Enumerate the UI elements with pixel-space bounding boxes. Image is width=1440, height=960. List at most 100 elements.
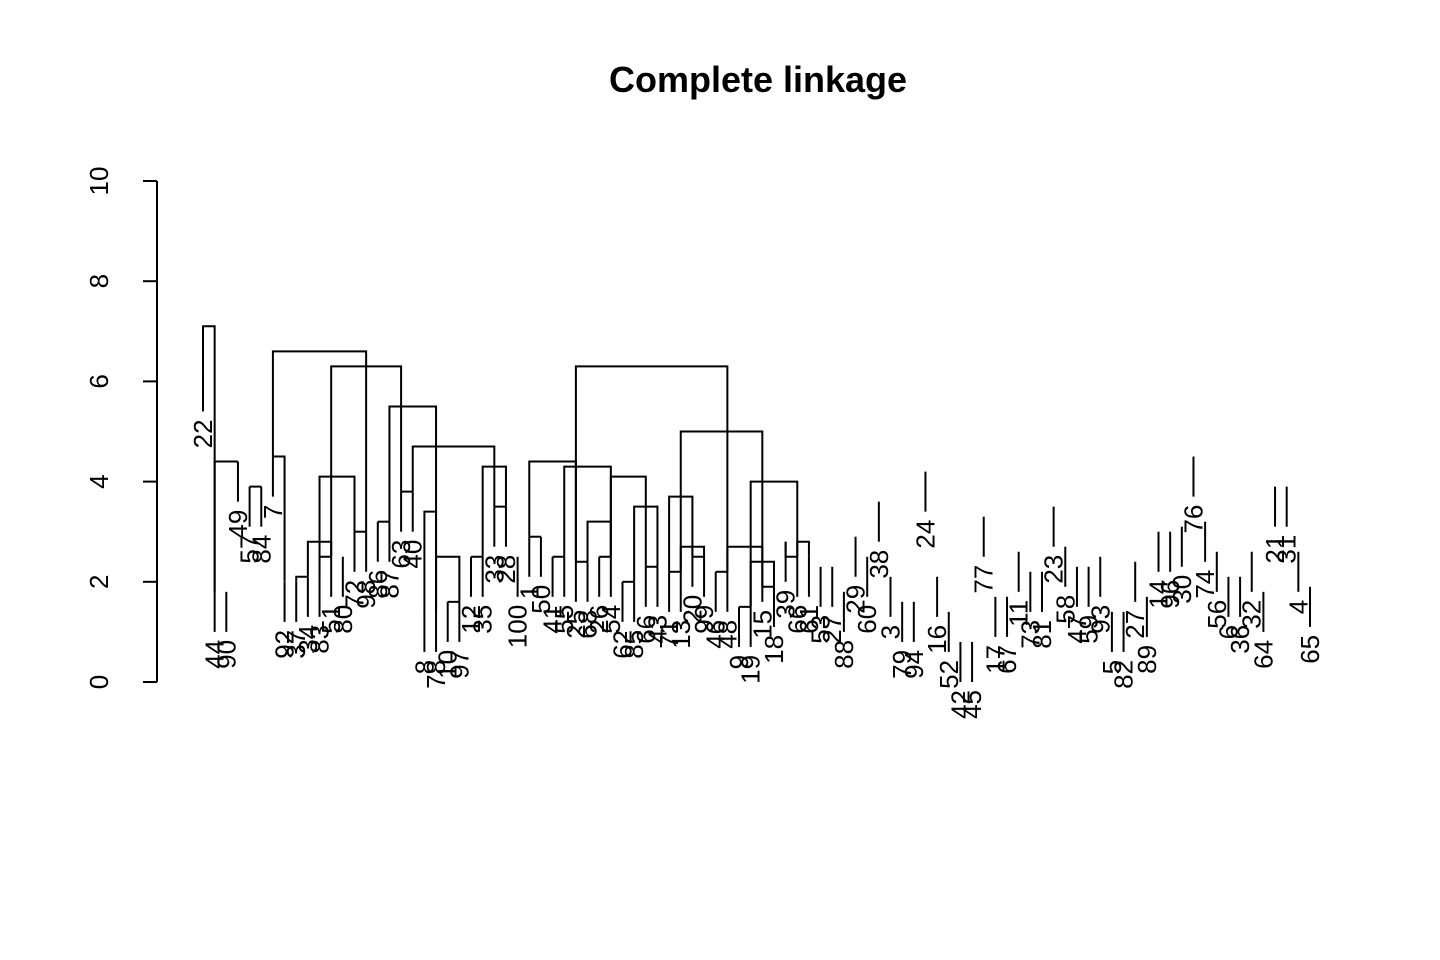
dendrogram-merge [271,350,368,532]
leaf-label: 43 [642,615,672,644]
leaf-label: 77 [969,565,999,594]
leaf-label: 96 [1155,580,1185,609]
leaf-label: 61 [794,605,824,634]
leaf-label: 94 [899,650,929,679]
dendrogram-merge [318,475,356,577]
leaf-label: 1 [514,585,544,599]
leaf-label: 99 [689,605,719,634]
dendrogram-merge [213,460,238,592]
dendrogram-tree [202,325,1311,682]
dendrogram-merge [586,520,612,562]
leaf-label: 6 [1213,625,1243,639]
leaf-label: 20 [677,595,707,624]
leaf-label: 98 [351,580,381,609]
leaf-label: 46 [701,620,731,649]
leaf-label: 5 [1097,660,1127,674]
leaf-label: 54 [596,605,626,634]
leaf-label: 27 [1120,610,1150,639]
leaf-label: 10 [433,650,463,679]
leaf-label: 39 [771,590,801,619]
leaf-label: 83 [305,625,335,654]
y-axis-tick-label: 4 [84,474,114,488]
leaf-label: 11 [1004,600,1034,627]
leaf-label: 74 [1190,570,1220,599]
leaf-label: 32 [1237,600,1267,629]
leaf-label: 21 [1260,535,1290,564]
leaf-label: 76 [1178,505,1208,534]
leaf-label: 14 [1144,580,1174,609]
leaf-label: 80 [328,605,358,634]
leaf-label: 71 [654,620,684,649]
leaf-label: 81 [1027,620,1057,649]
dendrogram-merge [528,460,577,562]
dendrogram-merge [784,541,798,558]
leaf-label: 41 [538,605,568,634]
leaf-label: 36 [1225,625,1255,654]
y-axis-tick-label: 0 [84,675,114,689]
leaf-label: 60 [852,605,882,634]
leaf-label: 13 [666,620,696,649]
leaf-label: 40 [398,540,428,569]
y-axis-tick-label: 8 [84,274,114,288]
leaf-label: 37 [281,630,311,659]
dendrogram-merge [202,325,216,592]
dendrogram-merge [388,405,438,612]
leaf-label: 42 [945,690,975,719]
dendrogram-merge [411,445,496,507]
leaf-label: 57 [235,535,265,564]
chart-title: Complete linkage [609,59,907,100]
dendrogram-merge [609,475,647,567]
dendrogram-merge [272,455,286,582]
leaf-label: 3 [876,625,906,639]
leaf-label: 65 [1295,635,1325,664]
dendrogram-merge [318,555,332,577]
leaf-label: 48 [712,620,742,649]
leaf-label: 56 [1202,600,1232,629]
leaf-label: 86 [363,570,393,599]
leaf-label: 23 [1039,555,1069,584]
dendrogram-merge [761,561,774,588]
leaf-label: 51 [316,605,346,634]
leaf-label: 72 [339,580,369,609]
dendrogram-merge [691,546,705,558]
y-axis: 0 2 4 6 8 10 [84,167,158,689]
leaf-label: 31 [1272,535,1302,564]
leaf-label: 16 [922,625,952,654]
leaf-label: 4 [1283,600,1313,614]
leaf-label: 66 [782,605,812,634]
leaf-label: 35 [468,605,498,634]
leaf-label: 30 [1167,575,1197,604]
leaf-label: 84 [246,535,276,564]
leaf-label: 58 [1050,595,1080,624]
leaf-label: 55 [549,605,579,634]
leaf-label: 97 [444,650,474,679]
y-axis-tick-label: 6 [84,374,114,388]
leaf-label: 85 [619,630,649,659]
leaf-label: 29 [841,585,871,614]
dendrogram-merge [679,430,764,572]
leaf-label: 17 [980,645,1010,674]
leaf-label: 82 [1109,660,1139,689]
dendrogram-merge [726,545,764,572]
y-axis-tick-label: 2 [84,575,114,589]
leaf-label: 33 [479,555,509,584]
leaf-label: 19 [736,655,766,684]
leaf-label: 62 [607,630,637,659]
leaf-label: 22 [188,419,218,448]
leaf-label: 87 [374,570,404,599]
leaf-label: 67 [992,645,1022,674]
leaf-label: 24 [910,520,940,549]
leaf-label: 38 [864,550,894,579]
leaf-label: 88 [829,640,859,669]
leaf-label: 34 [293,625,323,654]
leaf-label: 53 [806,615,836,644]
leaf-label: 73 [1015,620,1045,649]
leaf-label: 50 [526,585,556,614]
leaf-label: 26 [584,605,614,634]
dendrogram-merge [749,480,799,607]
leaf-label: 63 [386,540,416,569]
leaf-label: 45 [957,690,987,719]
leaf-label: 59 [1074,615,1104,644]
leaf-labels: 2244904957847923734835180729886876340878… [188,419,1325,718]
